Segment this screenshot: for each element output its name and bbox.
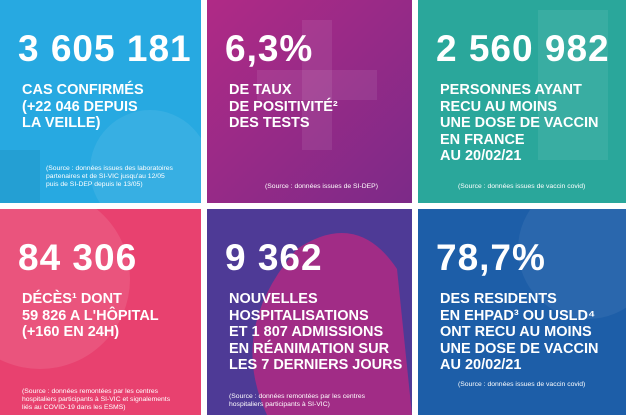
description-line: 59 826 A L'HÔPITAL	[22, 307, 159, 324]
description-line: UNE DOSE DE VACCIN	[440, 115, 599, 131]
tile: 3 605 181 CAS CONFIRMÉS (+22 046 DEPUIS LA …	[0, 0, 201, 203]
source-note: puis de SI-DEP depuis le 13/05)	[46, 181, 143, 188]
description-line: AU 20/02/21	[440, 148, 522, 164]
description-line: ONT RECU AU MOINS	[440, 324, 592, 340]
big-number: 78,7%	[436, 237, 546, 278]
big-number: 9 362	[225, 237, 323, 278]
source-note: (Source : données remontées par les cent…	[229, 393, 366, 400]
description-line: NOUVELLES	[229, 291, 318, 307]
source-note: (Source : données issues de vaccin covid…	[458, 183, 586, 190]
source-note: hospitaliers participants à SI-VIC et si…	[22, 396, 171, 403]
description-line: PERSONNES AYANT	[440, 82, 582, 98]
description-line: DES TESTS	[229, 115, 310, 131]
description-line: EN RÉANIMATION SUR	[229, 340, 390, 357]
description-line: (+160 EN 24H)	[22, 324, 120, 340]
tile: 6,3% DE TAUX DE POSITIVITÉ² DES TESTS (Sourc…	[207, 0, 412, 203]
big-number: 84 306	[18, 237, 138, 278]
big-number: 2 560 982	[436, 28, 610, 69]
source-note: liés au COVID-19 dans les ESMS)	[22, 404, 126, 411]
description-line: LA VEILLE)	[22, 115, 101, 131]
description-line: DE TAUX	[229, 82, 292, 98]
description-line: ET 1 807 ADMISSIONS	[229, 324, 384, 340]
source-note: (Source : données remontées par les cent…	[22, 388, 159, 395]
tile: 2 560 982 PERSONNES AYANT RECU AU MOINS UNE…	[418, 0, 626, 203]
decoration	[0, 209, 130, 369]
description-line: (+22 046 DEPUIS	[22, 98, 138, 115]
tile: 78,7% DES RESIDENTS EN EHPAD³ OU USLD⁴ ONT …	[418, 209, 626, 415]
tile: 84 306 DÉCÈS¹ DONT 59 826 A L'HÔPITAL (+160…	[0, 209, 201, 415]
description-line: AU 20/02/21	[440, 357, 522, 373]
source-note: (Source : données issues des laboratoire…	[46, 165, 173, 172]
tile: 9 362 NOUVELLES HOSPITALISATIONS ET 1 807 A…	[207, 209, 412, 415]
description-line: RECU AU MOINS	[440, 98, 558, 115]
source-note: hospitaliers participants à SI-VIC)	[229, 401, 330, 408]
decoration	[257, 20, 377, 150]
description-line: EN EHPAD³ OU USLD⁴	[440, 307, 596, 324]
description-line: HOSPITALISATIONS	[229, 307, 369, 324]
description-line: DES RESIDENTS	[440, 291, 557, 307]
big-number: 3 605 181	[18, 28, 192, 69]
decoration	[0, 110, 201, 203]
source-note: (Source : données issues de SI-DEP)	[265, 183, 378, 190]
description-line: UNE DOSE DE VACCIN	[440, 340, 599, 357]
decoration	[518, 209, 626, 319]
big-number: 6,3%	[225, 28, 314, 69]
description-line: DÉCÈS¹ DONT	[22, 291, 122, 307]
decoration	[538, 10, 608, 160]
source-note: partenaires et de SI-VIC jusqu'au 12/05	[46, 173, 165, 180]
source-note: (Source : données issues de vaccin covid…	[458, 381, 586, 388]
description-line: EN FRANCE	[440, 131, 525, 148]
decoration	[252, 233, 412, 415]
description-line: DE POSITIVITÉ²	[229, 98, 338, 115]
description-line: CAS CONFIRMÉS	[22, 82, 144, 98]
description-line: LES 7 DERNIERS JOURS	[229, 357, 403, 373]
